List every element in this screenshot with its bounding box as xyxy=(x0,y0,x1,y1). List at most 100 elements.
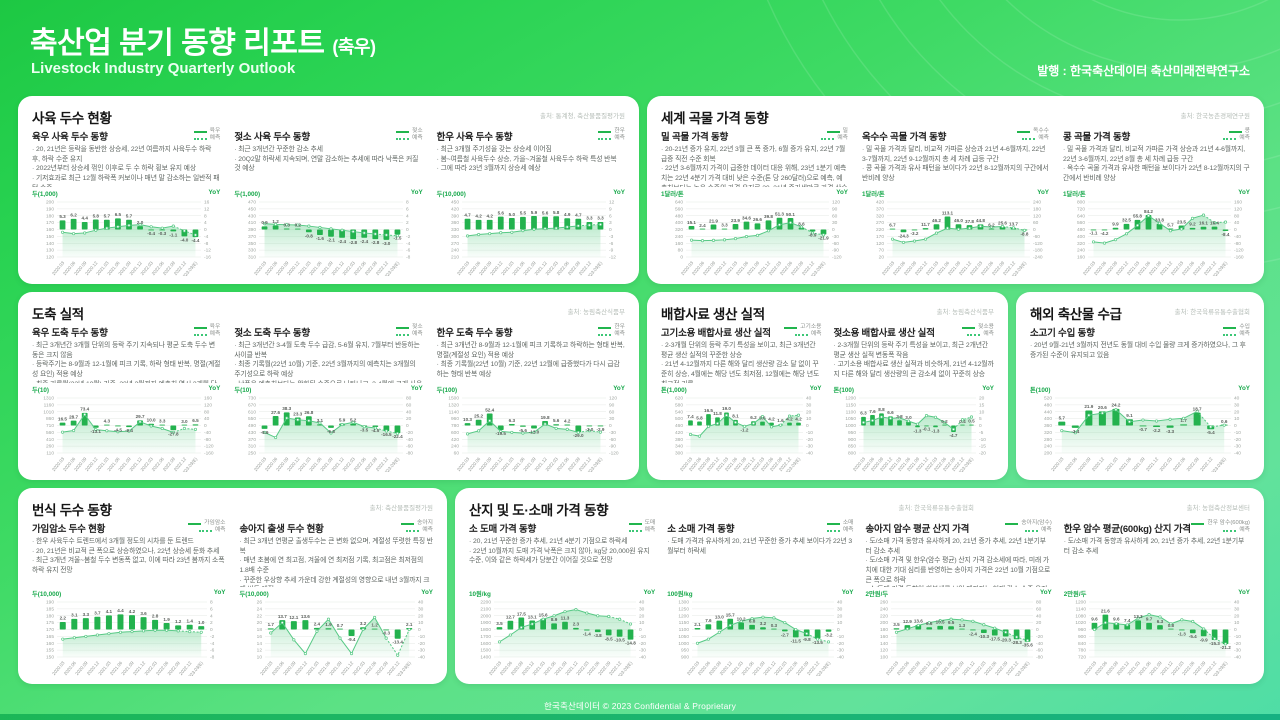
legend-label: 가임암소 xyxy=(204,520,226,526)
svg-text:-90: -90 xyxy=(609,444,616,450)
chart-note: 봄~여름철 사육두수 상승, 가을~겨울철 사육두수 하락 특성 반복 xyxy=(437,155,625,165)
legend-item: 젖소 xyxy=(395,324,423,331)
svg-text:33.8: 33.8 xyxy=(1155,217,1164,222)
legend-forecast-swatch xyxy=(193,137,207,140)
svg-text:2100: 2100 xyxy=(480,606,491,612)
card-title: 사육 두수 현황 xyxy=(32,111,112,126)
svg-text:-160: -160 xyxy=(204,451,214,457)
svg-text:0: 0 xyxy=(639,627,642,633)
svg-text:-180: -180 xyxy=(1033,248,1043,254)
left-axis-unit: 톤(100) xyxy=(1030,387,1051,394)
svg-text:-9.8: -9.8 xyxy=(803,637,811,642)
right-axis-unit: YoY xyxy=(1037,189,1049,196)
chart-notes: 최근 3개년 연평균 출생두수는 큰 변화 없으며, 계절성 뚜렷한 특징 반복… xyxy=(240,537,434,587)
svg-text:1000: 1000 xyxy=(679,641,690,647)
right-axis-unit: YoY xyxy=(208,189,221,196)
chart-note: 도/소매 가격 동향과 유사하게 20, 21년 증가 추세, 22년 1분기부… xyxy=(1064,537,1250,556)
svg-text:180: 180 xyxy=(879,627,887,633)
svg-text:480: 480 xyxy=(675,213,683,219)
svg-text:330: 330 xyxy=(248,248,256,254)
svg-text:0: 0 xyxy=(406,227,409,233)
svg-text:12.7: 12.7 xyxy=(506,615,515,620)
svg-text:6.3: 6.3 xyxy=(508,418,515,423)
svg-text:4.4: 4.4 xyxy=(81,216,88,221)
svg-text:-10.5: -10.5 xyxy=(614,638,625,643)
chart-canvas: 640 120 560 90 480 60 400 30 320 0 240 -30 160 -60 80 -… xyxy=(675,200,842,281)
legend-forecast-swatch xyxy=(1025,529,1039,532)
legend-item: 가임암소 xyxy=(188,520,226,527)
left-axis-unit: 두(10,000) xyxy=(436,191,466,198)
chart-canvas-wrap: 620 40 580 30 540 20 500 10 460 0 420 -10 380 -20 340 -… xyxy=(661,394,822,477)
footer-copyright: 한국축산데이터 © 2023 Confidential & Proprietar… xyxy=(543,701,737,711)
svg-text:3.7: 3.7 xyxy=(94,611,101,616)
svg-text:0.8: 0.8 xyxy=(1167,623,1174,628)
legend-forecast-swatch xyxy=(967,333,981,336)
svg-text:80: 80 xyxy=(406,396,412,402)
chart-legend: 송아지(암수) 예측 xyxy=(1005,520,1052,534)
chart-legend: 한우 암수(600kg) 예측 xyxy=(1191,520,1250,534)
svg-text:-120: -120 xyxy=(1033,241,1043,247)
chart-legend: 육우 예측 xyxy=(193,324,220,338)
svg-text:175: 175 xyxy=(46,620,54,626)
svg-text:80: 80 xyxy=(204,409,210,415)
svg-text:-2: -2 xyxy=(210,634,215,640)
legend-item: 예측 xyxy=(598,331,625,338)
svg-text:670: 670 xyxy=(248,402,256,408)
bottom-strip-decoration xyxy=(0,714,1280,720)
legend-label: 밀 xyxy=(842,128,848,134)
svg-text:-2.2: -2.2 xyxy=(1153,428,1161,433)
card-prices: 산지 및 도·소매 가격 동향 출처: 한국육류유통수출협회 출처: 농협축산정… xyxy=(455,488,1264,684)
mini-chart-title: 한우 암수 평균(600kg) 산지 가격 xyxy=(1063,524,1191,535)
legend-item: 예측 xyxy=(628,527,655,534)
svg-text:1.4: 1.4 xyxy=(186,618,193,623)
chart-note: 2-3개월 단위의 등락 주기 특성을 보이고, 최근 3개년간 평균 생산 실… xyxy=(661,341,822,360)
svg-text:-30: -30 xyxy=(832,234,839,240)
svg-text:0.2: 0.2 xyxy=(941,419,948,424)
right-axis-unit: YoY xyxy=(809,385,822,392)
svg-text:13.0: 13.0 xyxy=(715,614,724,619)
legend-label: 옥수수 xyxy=(1033,128,1049,134)
svg-text:4: 4 xyxy=(210,613,213,619)
svg-text:8.8: 8.8 xyxy=(878,407,885,412)
svg-text:1.7: 1.7 xyxy=(267,622,274,627)
chart-calf-farm-price: 송아지 암수 평균 산지 가격 송아지(암수)예측도/소매 가격 동향과 유사하게… xyxy=(866,517,1052,681)
axis-unit-row: 두(100) YoY xyxy=(437,385,625,394)
mini-chart-title: 고기소용 배합사료 생산 실적 xyxy=(661,328,771,339)
chart-soybean-price: 콩 곡물 가격 동향 콩예측밀 곡물 가격과 달리, 비교적 가파른 가격 상승과… xyxy=(1063,125,1250,281)
svg-text:120: 120 xyxy=(46,255,54,261)
svg-text:-1.1: -1.1 xyxy=(1090,231,1098,236)
svg-text:113.1: 113.1 xyxy=(942,210,954,215)
svg-text:4.1: 4.1 xyxy=(106,609,113,614)
svg-text:26.6: 26.6 xyxy=(753,217,762,222)
svg-text:4.2: 4.2 xyxy=(475,214,482,219)
svg-text:12.1: 12.1 xyxy=(289,615,298,620)
chart-canvas: 200 16 190 12 180 8 170 4 160 0 150 -4 140 -8 130 -12 12… xyxy=(46,200,211,281)
legend-forecast-swatch xyxy=(598,333,612,336)
chart-canvas-wrap: 1200 40 1140 30 1080 20 1020 10 960 0 900 -10 840 -20… xyxy=(1064,598,1250,681)
chart-legend: 육우 예측 xyxy=(193,128,220,142)
svg-text:5.6: 5.6 xyxy=(759,415,766,420)
chart-legend: 소매 예측 xyxy=(826,520,854,534)
svg-text:-15.3: -15.3 xyxy=(1209,641,1220,646)
svg-text:780: 780 xyxy=(451,423,459,429)
legend-series-swatch xyxy=(826,130,840,133)
svg-text:3.5: 3.5 xyxy=(893,622,900,627)
svg-text:4.2: 4.2 xyxy=(564,418,571,423)
svg-text:4.9: 4.9 xyxy=(564,212,571,217)
chart-notes: 최근 3개월 주기성을 갖는 상승세 이어짐봄~여름철 사육두수 상승, 가을~… xyxy=(437,145,625,187)
svg-text:34.6: 34.6 xyxy=(742,215,751,220)
svg-text:-20: -20 xyxy=(406,430,413,436)
svg-text:39.8: 39.8 xyxy=(764,214,773,219)
legend-label: 예측 xyxy=(411,330,423,337)
svg-text:4: 4 xyxy=(406,213,409,219)
chart-note: 최근 3개월 주기성을 갖는 상승세 이어짐 xyxy=(437,145,625,155)
svg-text:0: 0 xyxy=(979,423,982,429)
svg-text:-60: -60 xyxy=(1036,648,1043,654)
svg-text:5.8: 5.8 xyxy=(696,415,703,420)
chart-notes: 2-3개월 단위의 등락 주기 특성을 보이고, 최근 2개년간 평균 생산 실… xyxy=(834,341,995,383)
svg-text:16: 16 xyxy=(204,200,210,206)
svg-text:380: 380 xyxy=(675,437,683,443)
legend-item: 고기소용 xyxy=(784,324,822,331)
